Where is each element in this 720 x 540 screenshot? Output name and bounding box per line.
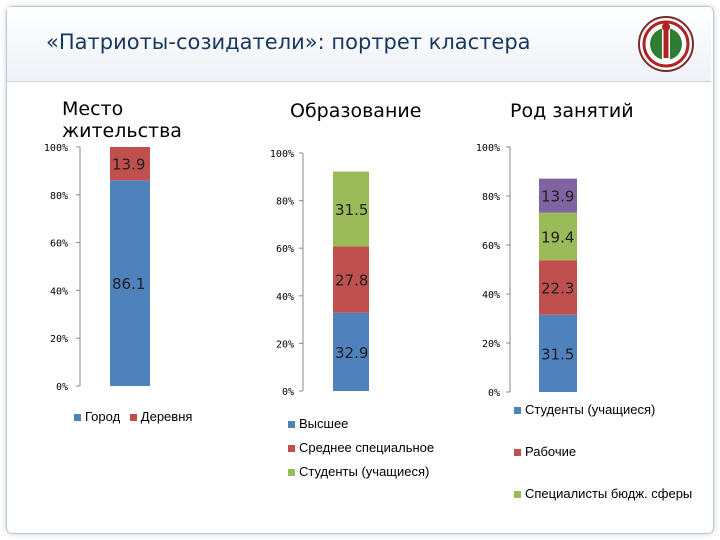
legend-education: Высшее Среднее специальное Студенты (уча… xyxy=(288,412,434,484)
legend-swatch-specialists xyxy=(514,491,521,499)
emblem-logo xyxy=(638,16,694,72)
data-label-2-2: 19.4 xyxy=(541,228,574,246)
data-label-2-1: 22.3 xyxy=(541,280,574,298)
bar-segment-2-2 xyxy=(539,212,577,261)
chart-title-occupation: Род занятий xyxy=(510,100,634,122)
legend-label-village: Деревня xyxy=(140,409,193,424)
legend-label-city: Город xyxy=(85,409,121,424)
legend-residence: Город Деревня xyxy=(74,409,192,424)
y-tick-label-1-0: 0% xyxy=(282,387,294,398)
y-tick-label-2-2: 40% xyxy=(482,290,500,301)
slide-title: «Патриоты-созидатели»: портрет кластера xyxy=(46,30,531,54)
y-tick-label-0-2: 40% xyxy=(50,286,68,297)
legend-swatch-students xyxy=(288,469,295,477)
bar-segment-0-1 xyxy=(110,147,150,181)
legend-swatch-occ-students xyxy=(514,407,521,415)
y-tick-label-1-5: 100% xyxy=(270,149,294,160)
legend-swatch-city xyxy=(74,414,81,422)
data-label-2-0: 31.5 xyxy=(541,345,574,363)
data-label-1-1: 27.8 xyxy=(335,272,368,290)
y-tick-label-0-3: 60% xyxy=(50,239,68,250)
y-tick-label-1-3: 60% xyxy=(276,244,294,255)
legend-item-secondary: Среднее специальное xyxy=(288,436,434,460)
y-tick-label-0-0: 0% xyxy=(56,382,68,393)
y-tick-label-2-5: 100% xyxy=(476,143,500,154)
legend-swatch-workers xyxy=(514,449,521,457)
y-tick-label-2-0: 0% xyxy=(488,388,500,399)
legend-label-secondary: Среднее специальное xyxy=(299,440,435,455)
legend-item-occ-students: Студенты (учащиеся) xyxy=(514,402,655,417)
title-bar xyxy=(7,7,711,82)
y-tick-label-2-1: 20% xyxy=(482,339,500,350)
legend-label-students: Студенты (учащиеся) xyxy=(299,464,430,479)
legend-swatch-higher xyxy=(288,421,295,429)
bar-segment-0-0 xyxy=(110,180,150,386)
y-tick-label-0-5: 100% xyxy=(44,143,68,154)
data-label-1-0: 32.9 xyxy=(335,344,368,362)
data-label-0-0: 86.1 xyxy=(112,275,145,293)
data-label-0-1: 13.9 xyxy=(112,156,145,174)
slide-frame xyxy=(6,6,714,534)
legend-label-occ-students: Студенты (учащиеся) xyxy=(525,402,656,417)
legend-label-workers: Рабочие xyxy=(525,444,577,459)
legend-swatch-secondary xyxy=(288,445,295,453)
data-label-1-2: 31.5 xyxy=(335,201,368,219)
legend-swatch-village xyxy=(129,414,137,422)
bar-segment-2-3 xyxy=(539,178,577,213)
y-tick-label-0-4: 80% xyxy=(50,191,68,202)
data-label-2-3: 13.9 xyxy=(541,188,574,206)
bar-segment-2-1 xyxy=(539,260,577,315)
bar-segment-1-2 xyxy=(333,171,369,247)
legend-label-specialists: Специалисты бюдж. сферы xyxy=(525,486,693,501)
chart-title-education: Образование xyxy=(290,100,422,122)
legend-item-higher: Высшее xyxy=(288,412,434,436)
legend-item-students: Студенты (учащиеся) xyxy=(288,460,434,484)
y-tick-label-2-4: 80% xyxy=(482,192,500,203)
y-tick-label-1-2: 40% xyxy=(276,292,294,303)
legend-item-specialists: Специалисты бюдж. сферы xyxy=(514,486,692,501)
y-tick-label-1-1: 20% xyxy=(276,339,294,350)
y-tick-label-0-1: 20% xyxy=(50,334,68,345)
y-tick-label-2-3: 60% xyxy=(482,241,500,252)
chart-title-residence: Место жительства xyxy=(62,98,182,142)
bar-segment-1-0 xyxy=(333,312,369,391)
y-tick-label-1-4: 80% xyxy=(276,197,294,208)
legend-label-higher: Высшее xyxy=(299,416,349,431)
bar-segment-1-1 xyxy=(333,246,369,313)
legend-item-workers: Рабочие xyxy=(514,444,576,459)
bar-segment-2-0 xyxy=(539,314,577,392)
